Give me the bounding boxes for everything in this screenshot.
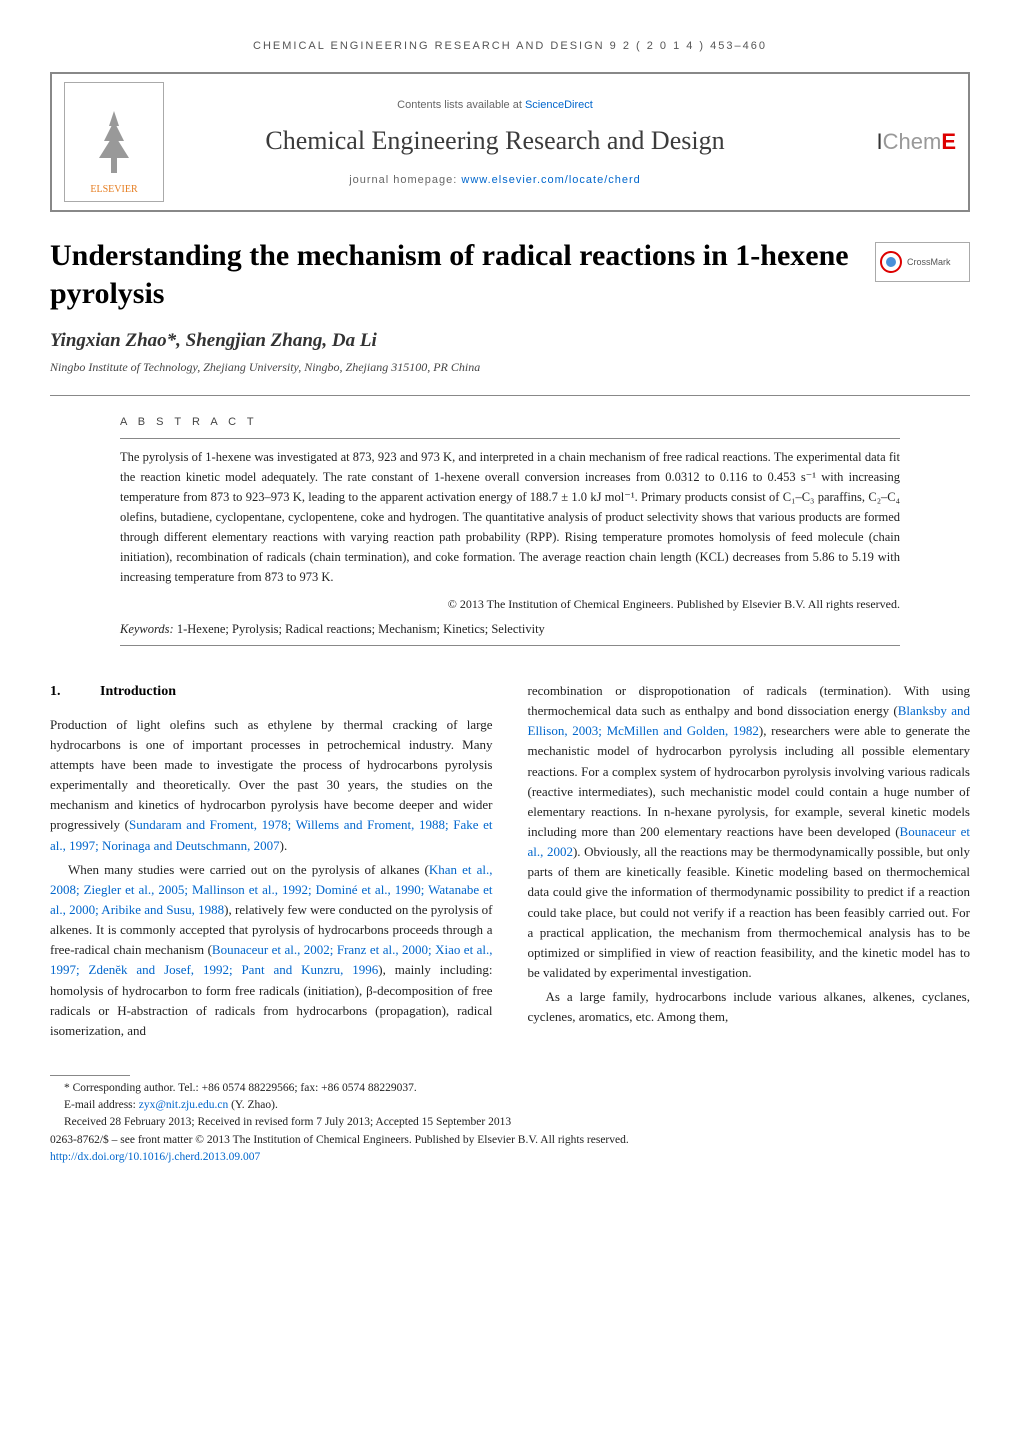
email-line: E-mail address: zyx@nit.zju.edu.cn (Y. Z…	[50, 1097, 970, 1114]
journal-title: Chemical Engineering Research and Design	[184, 126, 806, 156]
right-p2: As a large family, hydrocarbons include …	[528, 987, 971, 1027]
homepage-line: journal homepage: www.elsevier.com/locat…	[184, 174, 806, 186]
keywords-line: Keywords: 1-Hexene; Pyrolysis; Radical r…	[120, 622, 900, 637]
crossmark-label: CrossMark	[907, 257, 951, 267]
issn-line: 0263-8762/$ – see front matter © 2013 Th…	[50, 1132, 970, 1149]
keywords-label: Keywords:	[120, 622, 174, 636]
icheme-logo: IChemE	[826, 129, 956, 155]
section-title: Introduction	[100, 684, 176, 699]
elsevier-logo: ELSEVIER	[64, 82, 164, 202]
contents-line: Contents lists available at ScienceDirec…	[184, 99, 806, 111]
abstract-body: The pyrolysis of 1-hexene was investigat…	[120, 447, 900, 587]
journal-banner: ELSEVIER Contents lists available at Sci…	[50, 72, 970, 212]
article-title: Understanding the mechanism of radical r…	[50, 237, 855, 312]
abstract-section: A B S T R A C T The pyrolysis of 1-hexen…	[50, 416, 970, 646]
keywords-text: 1-Hexene; Pyrolysis; Radical reactions; …	[174, 622, 545, 636]
p1-text-a: Production of light olefins such as ethy…	[50, 717, 493, 833]
section-num: 1.	[50, 681, 100, 703]
icheme-e: E	[941, 129, 956, 154]
homepage-prefix: journal homepage:	[349, 174, 461, 186]
banner-center: Contents lists available at ScienceDirec…	[164, 99, 826, 186]
running-header: CHEMICAL ENGINEERING RESEARCH AND DESIGN…	[50, 40, 970, 52]
authors: Yingxian Zhao*, Shengjian Zhang, Da Li	[50, 330, 970, 352]
section-1-heading: 1.Introduction	[50, 681, 493, 703]
rule-top	[50, 395, 970, 396]
left-column: 1.Introduction Production of light olefi…	[50, 681, 493, 1045]
rp1-text-c: ). Obviously, all the reactions may be t…	[528, 844, 971, 980]
received-line: Received 28 February 2013; Received in r…	[50, 1114, 970, 1131]
abstract-heading: A B S T R A C T	[120, 416, 900, 428]
p1-text-b: ).	[280, 838, 288, 853]
abstract-rule-bottom	[120, 645, 900, 646]
elsevier-text: ELSEVIER	[90, 184, 137, 195]
footer-block: * Corresponding author. Tel.: +86 0574 8…	[50, 1080, 970, 1166]
homepage-link[interactable]: www.elsevier.com/locate/cherd	[461, 174, 640, 186]
copyright-line: © 2013 The Institution of Chemical Engin…	[120, 597, 900, 612]
body-columns: 1.Introduction Production of light olefi…	[50, 681, 970, 1045]
intro-p2: When many studies were carried out on th…	[50, 860, 493, 1041]
email-link[interactable]: zyx@nit.zju.edu.cn	[139, 1099, 228, 1111]
intro-p1: Production of light olefins such as ethy…	[50, 715, 493, 856]
email-suffix: (Y. Zhao).	[228, 1099, 278, 1111]
icheme-chem: Chem	[883, 129, 942, 154]
contents-prefix: Contents lists available at	[397, 99, 525, 111]
elsevier-tree-icon	[89, 106, 139, 176]
rp1-text-b: ), researchers were able to generate the…	[528, 723, 971, 839]
email-label: E-mail address:	[64, 1099, 139, 1111]
title-row: Understanding the mechanism of radical r…	[50, 237, 970, 312]
crossmark-badge[interactable]: CrossMark	[875, 242, 970, 282]
footnote-divider	[50, 1075, 130, 1076]
right-p1: recombination or dispropotionation of ra…	[528, 681, 971, 983]
doi-link[interactable]: http://dx.doi.org/10.1016/j.cherd.2013.0…	[50, 1151, 260, 1163]
abstract-rule-top	[120, 438, 900, 439]
crossmark-icon	[880, 251, 902, 273]
right-column: recombination or dispropotionation of ra…	[528, 681, 971, 1045]
affiliation: Ningbo Institute of Technology, Zhejiang…	[50, 360, 970, 375]
sciencedirect-link[interactable]: ScienceDirect	[525, 99, 593, 111]
corresponding-author: * Corresponding author. Tel.: +86 0574 8…	[50, 1080, 970, 1097]
p2-text-a: When many studies were carried out on th…	[68, 862, 429, 877]
